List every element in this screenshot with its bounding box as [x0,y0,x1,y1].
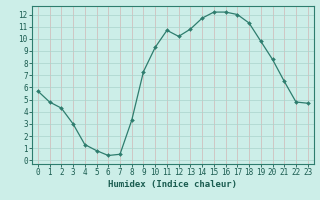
X-axis label: Humidex (Indice chaleur): Humidex (Indice chaleur) [108,180,237,189]
